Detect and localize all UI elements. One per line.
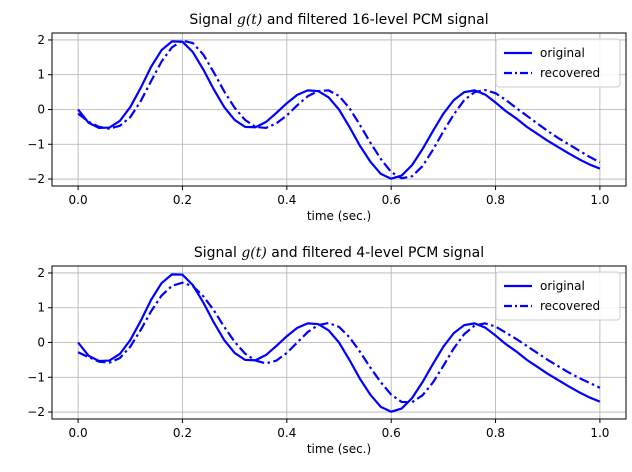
series-line-recovered (77, 39, 601, 180)
chart-title-math: g(t) (237, 12, 263, 28)
x-tick-label: 0.8 (486, 193, 505, 207)
y-tick-label: −1 (27, 137, 45, 151)
x-tick-label: 0.4 (277, 426, 296, 440)
y-tick-label: −1 (27, 370, 45, 384)
x-tick-label: 0.2 (173, 426, 192, 440)
x-tick-label: 0.0 (69, 426, 88, 440)
x-tick-label: 1.0 (590, 193, 609, 207)
chart-title: Signal g(t) and filtered 16-level PCM si… (189, 12, 488, 28)
x-tick-label: 0.4 (277, 193, 296, 207)
legend-label-original: original (540, 279, 585, 293)
legend-label-original: original (540, 46, 585, 60)
x-tick-label: 0.6 (382, 426, 401, 440)
y-tick-label: 0 (37, 336, 45, 350)
legend-label-recovered: recovered (540, 66, 600, 80)
y-tick-label: 2 (37, 33, 45, 47)
x-tick-label: 1.0 (590, 426, 609, 440)
y-tick-label: 2 (37, 266, 45, 280)
legend: original recovered (495, 271, 621, 321)
chart-title: Signal g(t) and filtered 4-level PCM sig… (194, 245, 484, 261)
x-axis-label: time (sec.) (307, 209, 371, 223)
legend-label-recovered: recovered (540, 299, 600, 313)
x-tick-label: 0.0 (69, 193, 88, 207)
y-tick-label: −2 (27, 405, 45, 419)
y-tick-label: 1 (37, 68, 45, 82)
legend-box (495, 271, 621, 321)
chart-title-prefix: Signal (194, 245, 241, 261)
series-line-original (77, 40, 601, 180)
series-line-original (77, 273, 601, 413)
chart-panel-bottom: 0.0 0.2 0.4 0.6 0.8 1.0 −2 −1 0 1 2 time (sec.) Sign… (27, 245, 627, 456)
y-tick-label: 0 (37, 103, 45, 117)
x-tick-label: 0.6 (382, 193, 401, 207)
series-line-recovered (77, 281, 601, 404)
x-tick-label: 0.8 (486, 426, 505, 440)
x-axis-label: time (sec.) (307, 442, 371, 456)
y-tick-label: −2 (27, 172, 45, 186)
chart-title-prefix: Signal (189, 12, 236, 28)
x-tick-label: 0.2 (173, 193, 192, 207)
chart-title-suffix: and filtered 16-level PCM signal (262, 12, 488, 28)
legend-box (495, 38, 621, 88)
chart-panel-top: 0.0 0.2 0.4 0.6 0.8 1.0 −2 −1 0 1 2 time (sec.) Sign… (27, 12, 627, 223)
legend: original recovered (495, 38, 621, 88)
chart-title-math: g(t) (241, 245, 267, 261)
y-tick-label: 1 (37, 301, 45, 315)
chart-title-suffix: and filtered 4-level PCM signal (267, 245, 484, 261)
